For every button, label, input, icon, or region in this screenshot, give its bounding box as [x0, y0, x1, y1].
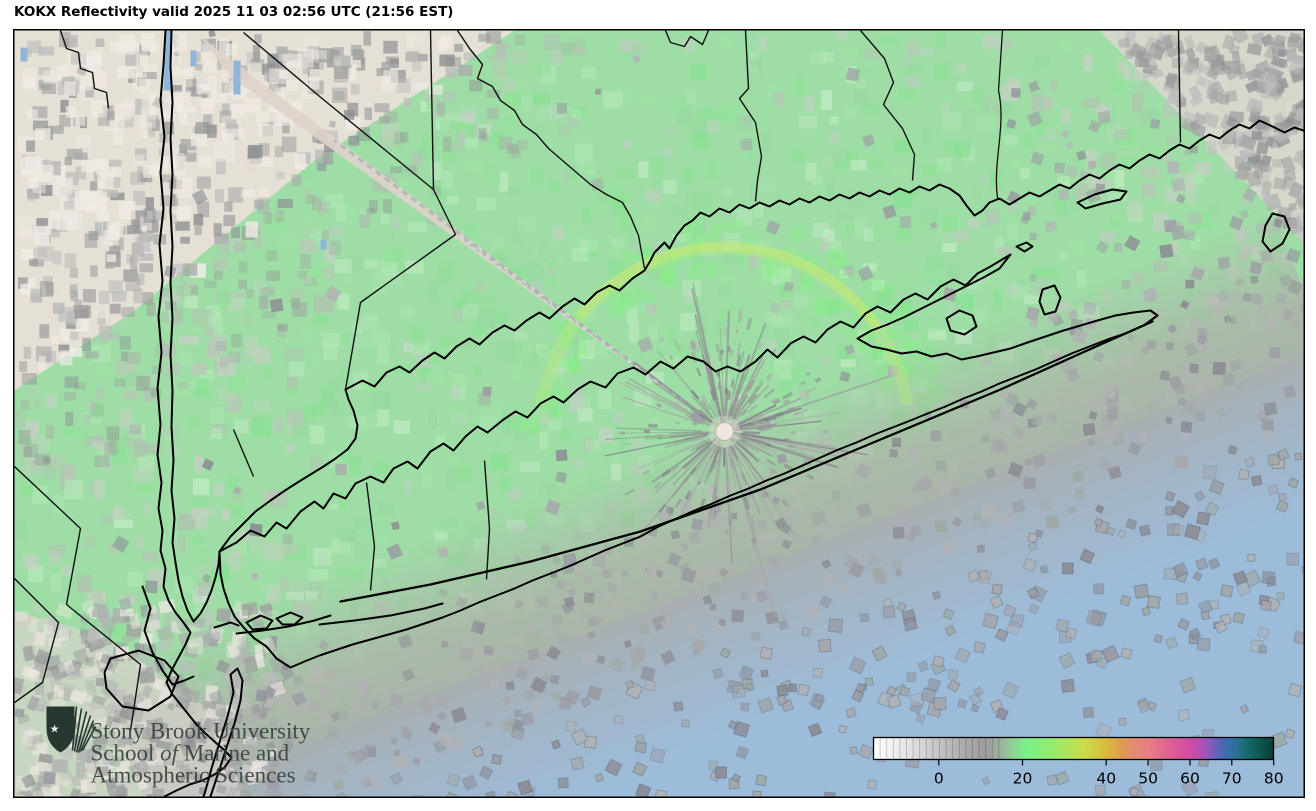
radar-map: ★ Stony Brook University School of Marin… — [13, 29, 1305, 798]
colorbar-ticks: 0 20 40 50 60 70 80 — [934, 759, 1284, 788]
radar-spokes — [604, 282, 890, 617]
political-boundaries — [14, 30, 1182, 731]
colorbar-tick-label: 80 — [1264, 770, 1284, 788]
colorbar-tick-label: 60 — [1180, 770, 1200, 788]
map-title: KOKX Reflectivity valid 2025 11 03 02:56… — [14, 4, 454, 20]
logo-line-3: Atmospheric Sciences — [91, 763, 296, 788]
clutter-speckle-layer — [21, 30, 1304, 797]
colorbar-gradient — [873, 737, 1274, 760]
logo-line-2: School of Marine and — [91, 741, 290, 766]
colorbar-tick-label: 20 — [1013, 770, 1033, 788]
reflectivity-colorbar: 0 20 40 50 60 70 80 — [872, 736, 1284, 788]
sbu-logo: ★ Stony Brook University School of Marin… — [46, 706, 311, 788]
radar-site-marker — [708, 415, 741, 448]
colorbar-tick-label: 50 — [1138, 770, 1158, 788]
colorbar-tick-label: 40 — [1096, 770, 1116, 788]
coastlines — [103, 30, 1304, 797]
colorbar-tick-label: 70 — [1222, 770, 1242, 788]
logo-line-1: Stony Brook University — [91, 719, 311, 744]
sbu-rays-icon — [71, 706, 97, 753]
colorbar-tick-label: 0 — [934, 770, 944, 788]
echo-fade-band — [91, 207, 1304, 797]
map-border — [13, 29, 1305, 798]
sbu-star-icon: ★ — [50, 723, 60, 736]
sbu-shield-icon — [46, 706, 75, 753]
